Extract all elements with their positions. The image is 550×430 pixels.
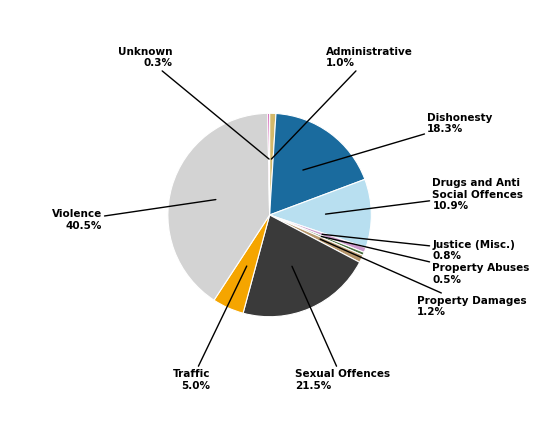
Wedge shape — [243, 215, 360, 317]
Text: Traffic
5.0%: Traffic 5.0% — [173, 266, 247, 390]
Wedge shape — [168, 113, 270, 300]
Wedge shape — [270, 179, 371, 248]
Text: Dishonesty
18.3%: Dishonesty 18.3% — [303, 113, 493, 170]
Wedge shape — [214, 215, 270, 313]
Wedge shape — [270, 215, 364, 255]
Text: Property Abuses
0.5%: Property Abuses 0.5% — [321, 237, 530, 285]
Wedge shape — [270, 113, 276, 215]
Text: Property Damages
1.2%: Property Damages 1.2% — [320, 239, 527, 317]
Wedge shape — [268, 113, 269, 215]
Text: Justice (Misc.)
0.8%: Justice (Misc.) 0.8% — [322, 234, 515, 261]
Wedge shape — [270, 114, 365, 215]
Wedge shape — [270, 215, 363, 262]
Text: Administrative
1.0%: Administrative 1.0% — [271, 46, 412, 159]
Text: Violence
40.5%: Violence 40.5% — [52, 200, 216, 231]
Text: Unknown
0.3%: Unknown 0.3% — [118, 46, 269, 159]
Wedge shape — [270, 215, 366, 252]
Text: Sexual Offences
21.5%: Sexual Offences 21.5% — [292, 266, 390, 390]
Text: Drugs and Anti
Social Offences
10.9%: Drugs and Anti Social Offences 10.9% — [326, 178, 524, 214]
